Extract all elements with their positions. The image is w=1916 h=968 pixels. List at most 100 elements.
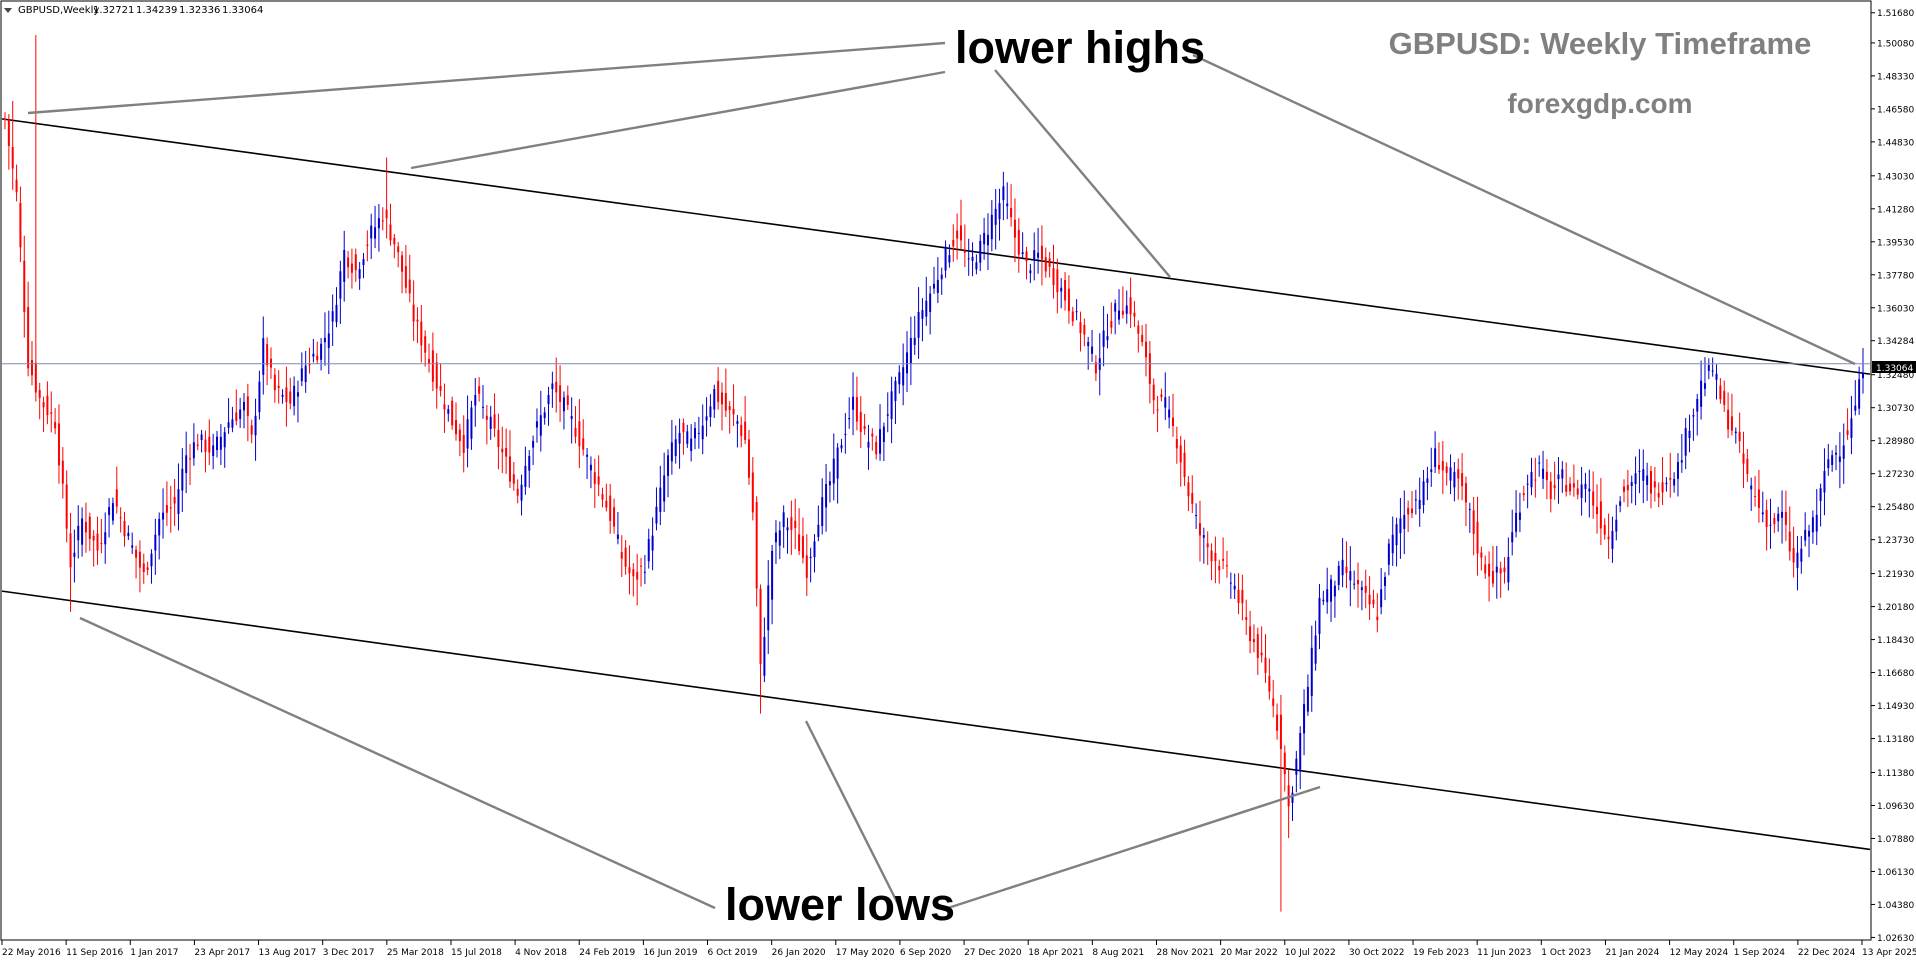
candle-body (377, 218, 380, 229)
candle-body (1777, 513, 1780, 522)
candle-body (1387, 543, 1390, 565)
candle-body (952, 239, 955, 247)
candle-body (1102, 330, 1105, 347)
x-tick-label: 8 Aug 2021 (1092, 948, 1144, 958)
candle-body (131, 545, 134, 548)
candle-body (1306, 686, 1309, 712)
candle-body (223, 432, 226, 448)
candle-body (790, 517, 793, 530)
candle-body (381, 220, 384, 222)
candle-body (763, 636, 766, 676)
candle-body (1858, 379, 1861, 409)
candle-body (358, 269, 361, 279)
candle-body (1264, 657, 1267, 673)
candle-body (809, 556, 812, 559)
candle-body (1048, 258, 1051, 267)
y-tick-label: 1.02630 (1877, 934, 1914, 944)
candle-body (30, 359, 33, 376)
candle-body (1854, 405, 1857, 411)
candle-body (1495, 566, 1498, 573)
candle-body (1249, 626, 1252, 642)
candle-body (343, 249, 346, 282)
candle-body (1676, 461, 1679, 479)
x-tick-label: 18 Apr 2021 (1028, 948, 1084, 958)
candle-body (705, 416, 708, 421)
candle-body (1553, 484, 1556, 489)
x-tick-label: 10 Jul 2022 (1285, 948, 1336, 958)
candle-body (663, 475, 666, 502)
candle-body (262, 338, 265, 375)
candle-body (1484, 564, 1487, 574)
candle-body (216, 436, 219, 451)
candle-body (929, 293, 932, 312)
candle-body (963, 250, 966, 253)
candle-body (1037, 252, 1040, 258)
candle-body (1040, 245, 1043, 260)
candle-body (1619, 501, 1622, 506)
candle-body (1630, 482, 1633, 487)
x-tick-label: 16 Jun 2019 (643, 948, 697, 958)
y-tick-label: 1.51680 (1877, 9, 1914, 19)
candle-body (1067, 288, 1070, 312)
candle-body (11, 146, 14, 169)
candle-body (1507, 556, 1510, 583)
candle-body (925, 300, 928, 317)
candle-body (1565, 484, 1568, 492)
candle-body (1410, 508, 1413, 514)
candle-body (1715, 373, 1718, 380)
candle-body (481, 406, 484, 408)
candle-body (508, 456, 511, 482)
y-tick-label: 1.06130 (1877, 868, 1914, 878)
x-tick-label: 25 Mar 2018 (387, 948, 444, 958)
x-tick-label: 22 May 2016 (2, 948, 61, 958)
x-tick-label: 26 Jan 2020 (772, 948, 826, 958)
candle-body (231, 419, 234, 428)
candle-body (100, 543, 103, 545)
candle-body (771, 550, 774, 600)
candle-body (1784, 512, 1787, 525)
candle-body (212, 445, 215, 457)
candle-body (92, 535, 95, 541)
candle-body (1534, 479, 1537, 481)
candle-body (1268, 675, 1271, 692)
candle-body (1191, 493, 1194, 504)
candle-body (647, 539, 650, 562)
candle-body (1464, 483, 1467, 503)
x-tick-label: 27 Dec 2020 (964, 948, 1022, 958)
candle-body (744, 421, 747, 441)
candle-body (998, 203, 1001, 220)
x-tick-label: 1 Sep 2024 (1734, 948, 1786, 958)
candle-body (250, 425, 253, 435)
candle-body (674, 439, 677, 456)
candle-body (208, 436, 211, 453)
candle-body (192, 442, 195, 459)
candle-body (1403, 514, 1406, 529)
candle-body (300, 368, 303, 382)
annotation-lower-highs: lower highs (955, 22, 1205, 73)
x-tick-label: 6 Sep 2020 (900, 948, 952, 958)
candle-body (439, 386, 442, 391)
candle-body (1569, 483, 1572, 492)
candle-body (331, 311, 334, 322)
candle-body (1195, 514, 1198, 516)
candle-body (466, 419, 469, 449)
candle-body (1364, 585, 1367, 593)
candle-body (1476, 521, 1479, 554)
x-tick-label: 11 Jun 2023 (1477, 948, 1531, 958)
candle-body (435, 362, 438, 389)
candle-body (682, 423, 685, 433)
candle-body (1418, 499, 1421, 509)
candle-body (1368, 594, 1371, 605)
candle-body (73, 552, 76, 557)
candle-body (354, 254, 357, 271)
candle-body (77, 525, 80, 541)
candle-body (774, 532, 777, 543)
candle-body (1649, 470, 1652, 494)
candle-body (108, 507, 111, 515)
candle-body (57, 423, 60, 466)
candles (4, 34, 1864, 912)
candle-body (189, 458, 192, 460)
candle-body (535, 421, 538, 428)
candle-body (1457, 469, 1460, 479)
candle-body (1106, 336, 1109, 341)
